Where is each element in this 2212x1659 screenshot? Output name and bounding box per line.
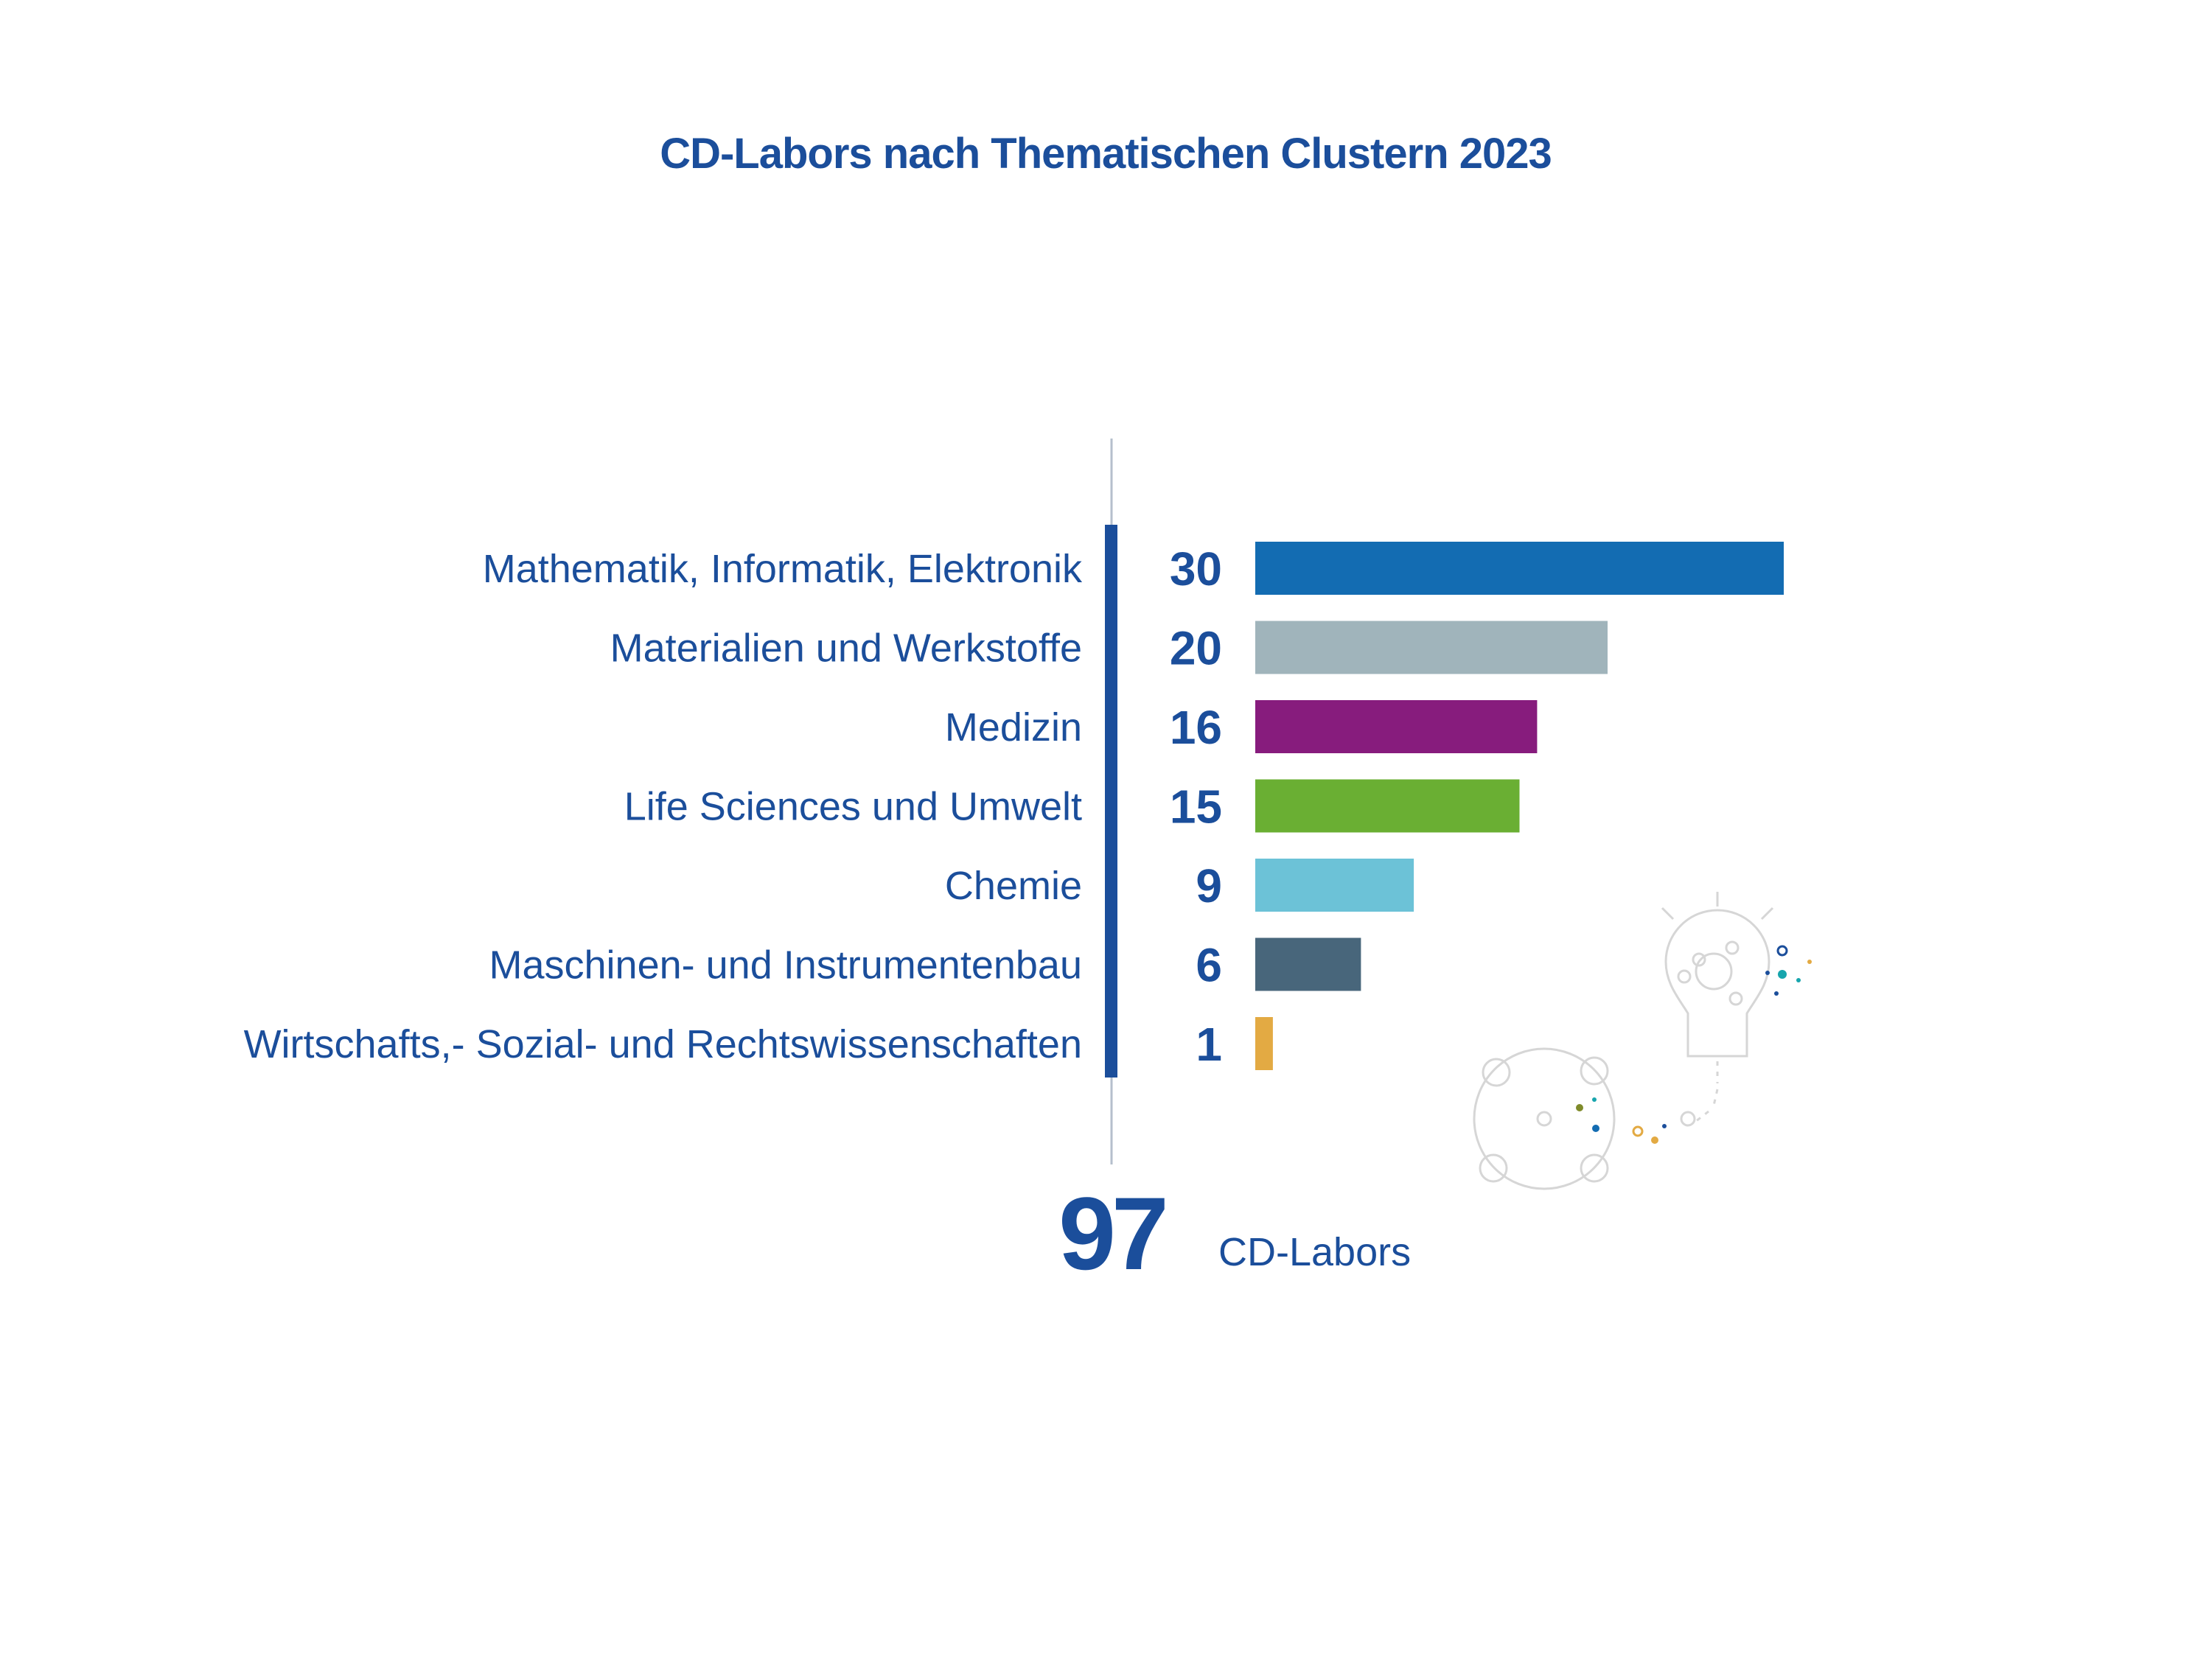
total-value: 97 [1058, 1176, 1165, 1291]
value-label: 30 [1170, 542, 1222, 596]
bar [1255, 937, 1361, 991]
value-label: 20 [1170, 622, 1222, 675]
lightbulb-illustration-icon [1661, 892, 1812, 1123]
axis-bar [1105, 525, 1117, 1078]
category-label: Maschinen- und Instrumentenbau [489, 943, 1083, 988]
category-label: Mathematik, Informatik, Elektronik [483, 547, 1083, 591]
value-label: 1 [1196, 1018, 1222, 1071]
category-label: Medizin [945, 705, 1082, 750]
molecule-illustration-icon [1473, 1047, 1696, 1190]
value-label: 16 [1170, 701, 1222, 754]
value-label: 9 [1196, 859, 1222, 912]
bar [1255, 700, 1538, 753]
bars-group: Mathematik, Informatik, Elektronik 30 Mate… [244, 542, 1784, 1071]
bar [1255, 1017, 1273, 1070]
category-label: Life Sciences und Umwelt [624, 785, 1082, 829]
bar [1255, 621, 1608, 674]
category-label: Chemie [945, 864, 1082, 908]
bar [1255, 779, 1520, 833]
category-label: Materialien und Werkstoffe [610, 626, 1082, 671]
value-label: 6 [1196, 939, 1222, 992]
value-label: 15 [1170, 780, 1222, 834]
bar [1255, 859, 1414, 912]
category-label: Wirtschafts,- Sozial- und Rechtswissensc… [244, 1022, 1082, 1066]
total-unit: CD-Labors [1218, 1230, 1411, 1274]
bar [1255, 542, 1784, 595]
chart-title: CD-Labors nach Thematischen Clustern 202… [660, 130, 1552, 178]
